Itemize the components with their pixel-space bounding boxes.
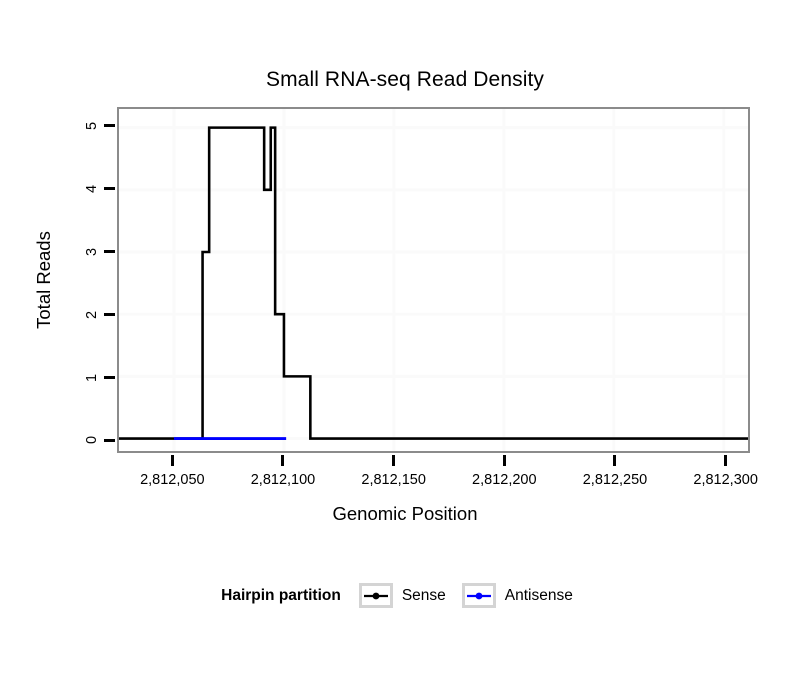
x-tick-label: 2,812,300	[693, 472, 758, 488]
legend-key-glyph-antisense	[461, 583, 496, 608]
y-axis-title: Total Reads	[33, 231, 54, 329]
y-tick-label: 3	[84, 247, 100, 256]
x-tick-label: 2,812,200	[472, 472, 537, 488]
x-tick-label: 2,812,150	[361, 472, 426, 488]
legend-entry-antisense[interactable]: Antisense	[461, 583, 573, 608]
y-tick-label: 0	[84, 436, 100, 445]
x-tick-mark	[170, 455, 174, 466]
x-tick-mark	[502, 455, 506, 466]
y-tick-mark	[104, 250, 115, 254]
data-series-layer	[119, 126, 748, 441]
legend-key-glyph-sense	[358, 583, 393, 608]
legend: Hairpin partition Sense Antisense	[0, 583, 810, 608]
x-axis-title: Genomic Position	[332, 503, 478, 524]
y-tick-label: 4	[84, 184, 100, 193]
x-tick-label: 2,812,250	[582, 472, 648, 488]
x-tick-label: 2,812,050	[140, 472, 205, 488]
plot-panel	[117, 107, 750, 453]
legend-entries: Sense Antisense	[358, 583, 589, 608]
y-tick-label: 1	[84, 373, 100, 382]
y-tick-mark	[104, 313, 115, 317]
y-tick-mark	[104, 376, 115, 379]
legend-entry-sense[interactable]: Sense	[358, 583, 446, 608]
legend-label: Antisense	[504, 586, 573, 604]
series-line-sense	[119, 126, 748, 440]
legend-title: Hairpin partition	[221, 586, 341, 604]
x-tick-mark	[724, 455, 728, 466]
y-tick-mark	[104, 438, 115, 442]
legend-label: Sense	[401, 586, 446, 604]
x-tick-mark	[281, 455, 285, 466]
x-tick-mark	[613, 455, 617, 466]
chart-title: Small RNA-seq Read Density	[265, 68, 545, 91]
y-tick-mark	[104, 187, 115, 191]
y-tick-label: 2	[84, 310, 100, 319]
y-tick-label: 5	[84, 121, 100, 130]
x-tick-mark	[392, 455, 396, 466]
y-tick-mark	[104, 124, 115, 128]
x-tick-label: 2,812,100	[250, 472, 316, 488]
